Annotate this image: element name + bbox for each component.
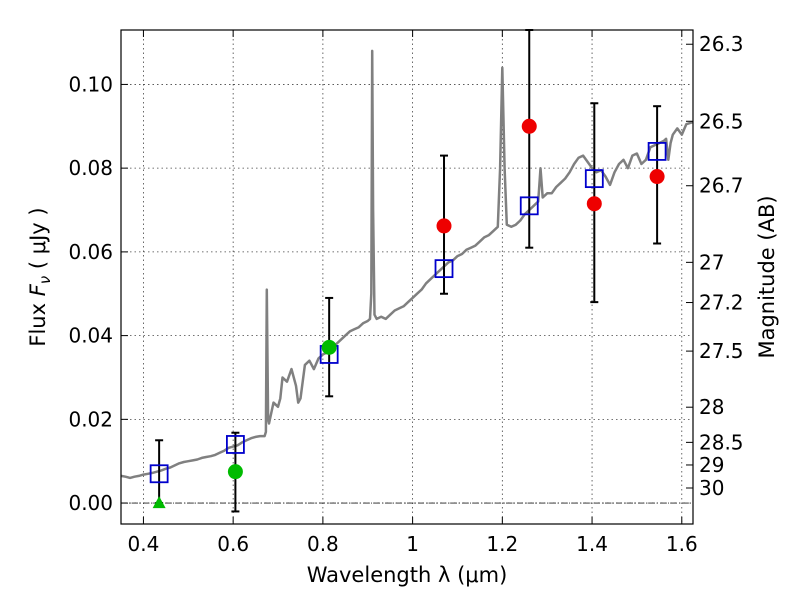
observed-flux-point [227, 464, 243, 480]
y-tick-label: 0.06 [68, 240, 113, 264]
magnitude-tick-label: 28.5 [699, 430, 744, 454]
y-tick-label: 0.04 [68, 324, 113, 348]
x-tick-label: 1 [406, 532, 419, 556]
magnitude-tick-label: 27.5 [699, 339, 744, 363]
y-tick-label: 0.08 [68, 156, 113, 180]
grid [121, 30, 693, 524]
magnitude-tick-label: 26.7 [699, 174, 744, 198]
x-axis-label: Wavelength λ (μm) [307, 563, 508, 587]
model-photometry-square [225, 435, 245, 454]
magnitude-tick-label: 26.3 [699, 32, 744, 56]
y-axis-label-suffix: ( μJy ) [26, 207, 50, 275]
observed-flux-point [436, 218, 452, 234]
magnitude-tick-label: 30 [699, 476, 724, 500]
observed-flux-point [649, 169, 665, 185]
y-axis-label-prefix: Flux [26, 296, 50, 346]
observed-upper-limit-triangle [152, 496, 166, 509]
y-axis-label: Flux Fν ( μJy ) [26, 207, 54, 346]
model-photometry-square [584, 169, 604, 189]
observed-flux-point [321, 339, 337, 355]
x-tick-label: 0.4 [128, 532, 160, 556]
y-tick-label: 0.10 [68, 72, 113, 96]
magnitude-tick-label: 27.2 [699, 291, 744, 315]
observed-points-layer [152, 118, 665, 509]
plot-frame [120, 29, 694, 525]
y-tick-label: 0.02 [68, 407, 113, 431]
model-photometry-square [434, 259, 454, 279]
model-photometry-square [149, 464, 169, 484]
model-photometry-square [647, 142, 667, 161]
x-tick-label: 1.2 [486, 532, 518, 556]
y-tick-label: 0.00 [68, 491, 113, 515]
x-tick-label: 1.6 [666, 532, 698, 556]
model-photometry-square [519, 196, 539, 216]
axis-ticks: 0.4 0.6 0.8 1 1.2 1.4 1.6 0.00 0.02 0.04 0.06 0.08 0… [68, 30, 744, 556]
magnitude-tick-label: 27 [699, 250, 724, 274]
y-axis-label-subscript: ν [36, 276, 54, 284]
observed-flux-point [521, 118, 537, 134]
y-axis-label-symbol: F [26, 283, 50, 296]
magnitude-tick-label: 29 [699, 453, 724, 477]
magnitude-tick-label: 26.5 [699, 109, 744, 133]
observed-flux-point [586, 196, 602, 212]
x-tick-label: 0.8 [307, 532, 339, 556]
x-tick-label: 0.6 [217, 532, 249, 556]
x-tick-label: 1.4 [576, 532, 608, 556]
magnitude-tick-label: 28 [699, 395, 724, 419]
right-axis-label: Magnitude (AB) [755, 195, 779, 358]
